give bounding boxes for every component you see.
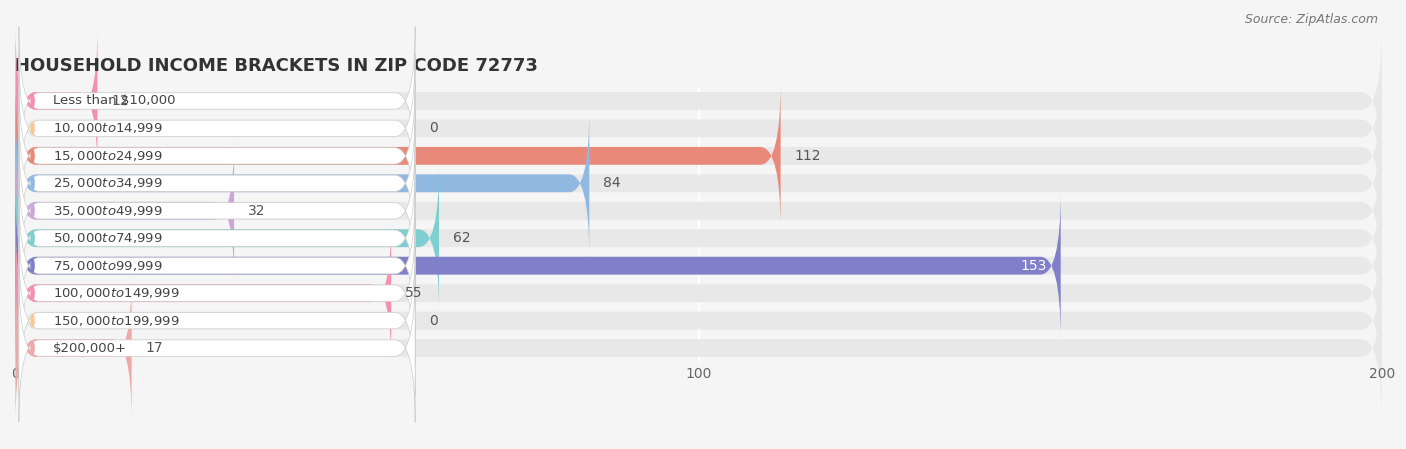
FancyBboxPatch shape [15, 247, 1382, 394]
Circle shape [31, 150, 34, 162]
Text: 17: 17 [145, 341, 163, 355]
Circle shape [31, 95, 34, 107]
Text: 0: 0 [429, 313, 437, 328]
FancyBboxPatch shape [15, 165, 1382, 312]
FancyBboxPatch shape [15, 220, 1382, 366]
Text: 32: 32 [247, 204, 266, 218]
Circle shape [31, 342, 34, 354]
FancyBboxPatch shape [18, 247, 415, 395]
FancyBboxPatch shape [18, 82, 415, 230]
FancyBboxPatch shape [15, 275, 132, 422]
FancyBboxPatch shape [18, 274, 415, 422]
FancyBboxPatch shape [18, 136, 415, 285]
Text: $150,000 to $199,999: $150,000 to $199,999 [53, 313, 180, 328]
Text: 153: 153 [1021, 259, 1047, 273]
FancyBboxPatch shape [15, 83, 1382, 229]
Text: $35,000 to $49,999: $35,000 to $49,999 [53, 204, 163, 218]
Text: $15,000 to $24,999: $15,000 to $24,999 [53, 149, 163, 163]
Text: $200,000+: $200,000+ [53, 342, 127, 355]
Circle shape [31, 232, 34, 244]
Text: 12: 12 [111, 94, 129, 108]
Text: $25,000 to $34,999: $25,000 to $34,999 [53, 176, 163, 190]
Text: Less than $10,000: Less than $10,000 [53, 94, 176, 107]
Text: $10,000 to $14,999: $10,000 to $14,999 [53, 121, 163, 136]
FancyBboxPatch shape [15, 27, 1382, 174]
FancyBboxPatch shape [15, 110, 589, 257]
Circle shape [31, 177, 34, 189]
FancyBboxPatch shape [15, 165, 439, 312]
Circle shape [31, 287, 34, 299]
FancyBboxPatch shape [15, 137, 1382, 284]
Text: 84: 84 [603, 176, 620, 190]
Text: 62: 62 [453, 231, 471, 245]
Text: $50,000 to $74,999: $50,000 to $74,999 [53, 231, 163, 245]
Text: HOUSEHOLD INCOME BRACKETS IN ZIP CODE 72773: HOUSEHOLD INCOME BRACKETS IN ZIP CODE 72… [15, 57, 538, 75]
FancyBboxPatch shape [15, 220, 391, 366]
FancyBboxPatch shape [15, 275, 1382, 422]
FancyBboxPatch shape [15, 55, 1382, 202]
Circle shape [31, 205, 34, 217]
Text: $100,000 to $149,999: $100,000 to $149,999 [53, 286, 180, 300]
FancyBboxPatch shape [15, 83, 780, 229]
FancyBboxPatch shape [15, 27, 97, 174]
Text: 112: 112 [794, 149, 821, 163]
FancyBboxPatch shape [18, 164, 415, 313]
FancyBboxPatch shape [15, 137, 233, 284]
FancyBboxPatch shape [18, 27, 415, 175]
FancyBboxPatch shape [18, 109, 415, 257]
Circle shape [31, 314, 34, 327]
Circle shape [31, 260, 34, 272]
FancyBboxPatch shape [15, 192, 1382, 339]
Text: 55: 55 [405, 286, 422, 300]
Text: 0: 0 [429, 121, 437, 136]
FancyBboxPatch shape [18, 219, 415, 367]
FancyBboxPatch shape [15, 110, 1382, 257]
Text: Source: ZipAtlas.com: Source: ZipAtlas.com [1244, 13, 1378, 26]
FancyBboxPatch shape [18, 192, 415, 340]
FancyBboxPatch shape [18, 54, 415, 202]
FancyBboxPatch shape [15, 192, 1060, 339]
Circle shape [31, 122, 34, 135]
Text: $75,000 to $99,999: $75,000 to $99,999 [53, 259, 163, 273]
